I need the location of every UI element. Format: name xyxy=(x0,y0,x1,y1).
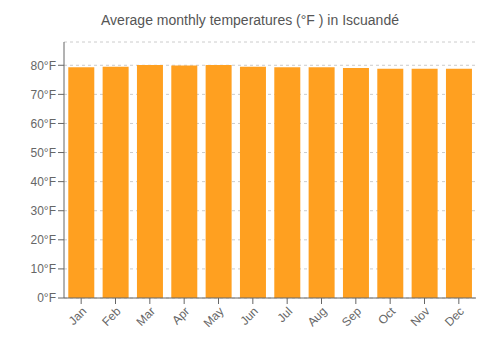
svg-text:May: May xyxy=(201,304,227,330)
svg-text:Feb: Feb xyxy=(99,304,124,329)
svg-text:60°F: 60°F xyxy=(31,117,56,131)
svg-text:20°F: 20°F xyxy=(31,233,56,247)
svg-text:Mar: Mar xyxy=(133,304,158,329)
svg-text:30°F: 30°F xyxy=(31,204,56,218)
svg-text:Jul: Jul xyxy=(275,304,296,325)
svg-text:40°F: 40°F xyxy=(31,175,56,189)
svg-text:70°F: 70°F xyxy=(31,88,56,102)
svg-text:Dec: Dec xyxy=(442,304,467,329)
svg-text:Nov: Nov xyxy=(408,304,433,329)
svg-text:10°F: 10°F xyxy=(31,262,56,276)
svg-text:0°F: 0°F xyxy=(37,291,56,305)
svg-text:80°F: 80°F xyxy=(31,59,56,73)
svg-text:Jun: Jun xyxy=(237,304,261,328)
svg-text:Sep: Sep xyxy=(339,304,364,329)
html-text:Average monthly temperatures (: Average monthly temperatures (°F ) in Is… xyxy=(101,12,399,28)
svg-text:Aug: Aug xyxy=(305,304,330,329)
svg-text:Jan: Jan xyxy=(66,304,90,328)
svg-text:Oct: Oct xyxy=(375,304,399,328)
svg-text:50°F: 50°F xyxy=(31,146,56,160)
svg-text:Apr: Apr xyxy=(169,304,192,327)
